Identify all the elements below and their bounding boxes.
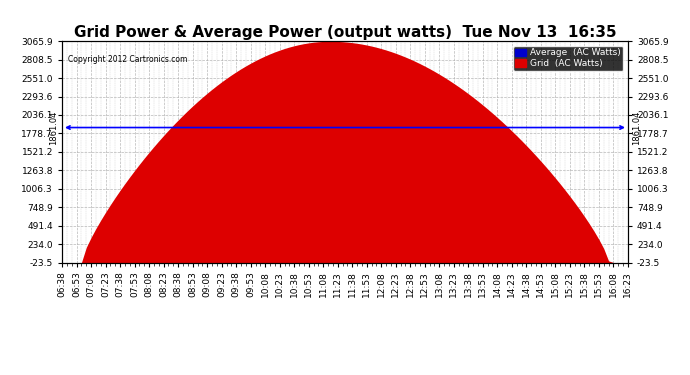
Text: 1861.04: 1861.04 <box>49 110 58 145</box>
Legend: Average  (AC Watts), Grid  (AC Watts): Average (AC Watts), Grid (AC Watts) <box>513 46 623 71</box>
Title: Grid Power & Average Power (output watts)  Tue Nov 13  16:35: Grid Power & Average Power (output watts… <box>74 25 616 40</box>
Text: 1861.04: 1861.04 <box>632 110 641 145</box>
Text: Copyright 2012 Cartronics.com: Copyright 2012 Cartronics.com <box>68 54 187 63</box>
